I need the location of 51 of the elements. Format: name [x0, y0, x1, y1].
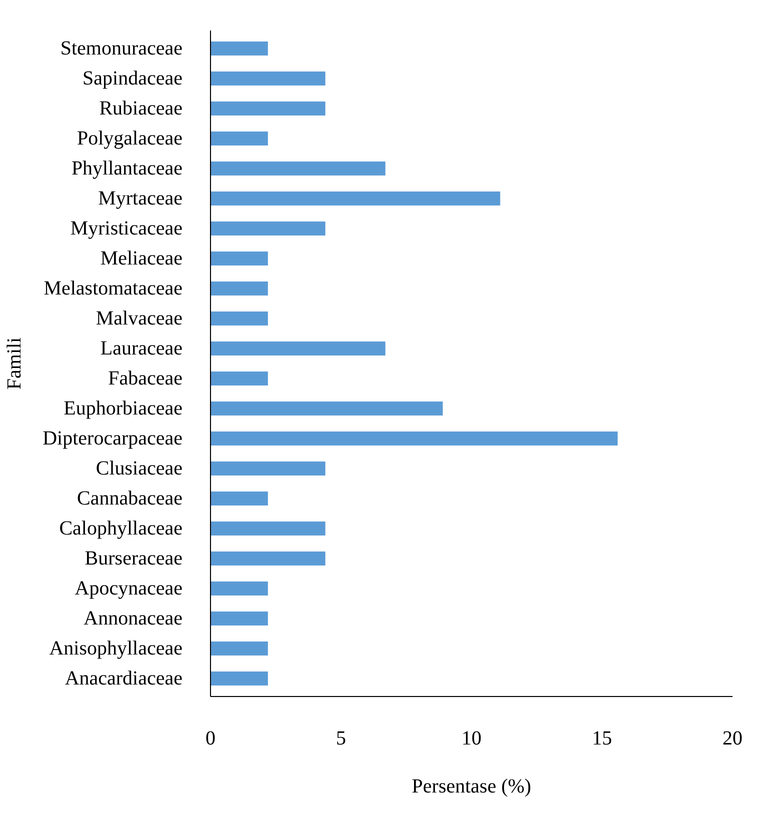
bar: [210, 551, 326, 566]
y-tick-label: Burseraceae: [84, 548, 183, 570]
bar: [210, 221, 326, 236]
y-tick-label: Clusiaceae: [96, 458, 183, 480]
bar: [210, 131, 268, 146]
y-tick-label: Myristicaceae: [70, 218, 183, 240]
bar: [210, 71, 326, 86]
y-tick-label: Polygalaceae: [77, 128, 183, 150]
y-tick-label: Anacardiaceae: [64, 668, 183, 690]
bar: [210, 161, 386, 176]
y-tick-label: Malvaceae: [96, 308, 183, 330]
x-tick-label: 10: [462, 728, 482, 750]
y-tick-label: Myrtaceae: [98, 188, 183, 210]
y-tick-label: Anisophyllaceae: [49, 638, 183, 660]
y-tick-label: Dipterocarpaceae: [42, 428, 183, 450]
bar: [210, 341, 386, 356]
y-tick-label: Euphorbiaceae: [64, 398, 183, 420]
bar: [210, 581, 268, 596]
y-tick-label: Annonaceae: [84, 608, 183, 630]
bar: [210, 431, 618, 446]
y-tick-label: Cannabaceae: [77, 488, 183, 510]
y-tick-label: Phyllantaceae: [71, 158, 183, 180]
bar: [210, 311, 268, 326]
y-tick-label: Stemonuraceae: [60, 38, 183, 60]
bar: [210, 671, 268, 686]
bar: [210, 281, 268, 296]
bar: [210, 611, 268, 626]
y-tick-label: Meliaceae: [100, 248, 183, 270]
y-tick-label: Lauraceae: [100, 338, 183, 360]
y-tick-label: Calophyllaceae: [59, 518, 183, 540]
y-tick-label: Apocynaceae: [74, 578, 183, 600]
x-axis-title: Persentase (%): [412, 776, 532, 798]
x-tick-label: 0: [206, 728, 216, 750]
x-tick-label: 5: [336, 728, 346, 750]
y-tick-label: Melastomataceae: [44, 278, 183, 300]
x-tick-label: 20: [722, 728, 742, 750]
y-tick-label: Sapindaceae: [82, 68, 183, 90]
bar: [210, 641, 268, 656]
bar: [210, 401, 443, 416]
bar: [210, 101, 326, 116]
bar: [210, 461, 326, 476]
bar: [210, 191, 500, 206]
y-tick-label: Fabaceae: [108, 368, 183, 390]
y-tick-label: Rubiaceae: [99, 98, 183, 120]
bar: [210, 371, 268, 386]
bar: [210, 41, 268, 56]
bar: [210, 251, 268, 266]
bar: [210, 521, 326, 536]
bar: [210, 491, 268, 506]
y-axis-title: Famili: [4, 336, 26, 390]
x-tick-label: 15: [592, 728, 612, 750]
